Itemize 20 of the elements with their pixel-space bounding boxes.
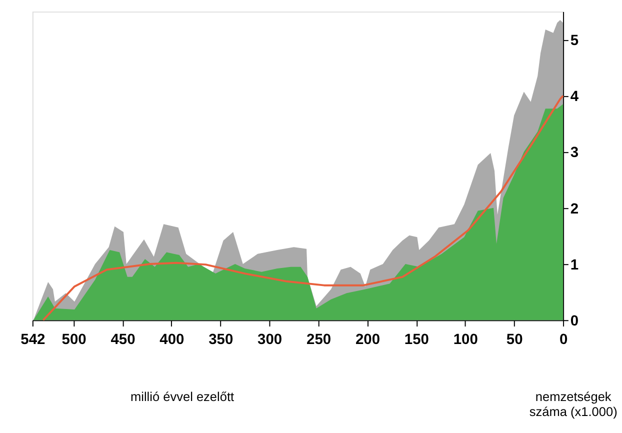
x-tick-label: 50 xyxy=(506,332,523,348)
x-tick-label: 200 xyxy=(355,332,380,348)
y-tick-label: 3 xyxy=(570,145,579,162)
x-tick-label: 300 xyxy=(258,332,282,348)
x-tick-label: 350 xyxy=(208,332,234,348)
x-tick-label: 250 xyxy=(306,332,332,348)
x-tick-label: 150 xyxy=(404,332,429,348)
y-tick-label: 4 xyxy=(570,89,580,106)
x-tick-label: 500 xyxy=(62,332,86,348)
x-tick-label: 450 xyxy=(110,332,136,348)
y-axis-title: nemzetségek száma (x1.000) xyxy=(529,389,618,419)
y-tick-label: 0 xyxy=(570,314,579,330)
x-tick-label: 0 xyxy=(559,332,568,348)
y-tick-label: 5 xyxy=(570,33,579,50)
x-tick-label: 400 xyxy=(160,332,184,348)
x-tick-label: 542 xyxy=(20,332,46,348)
x-tick-label: 100 xyxy=(453,332,478,348)
x-axis-title: millió évvel ezelőtt xyxy=(130,389,235,404)
y-tick-label: 1 xyxy=(570,257,579,274)
y-tick-label: 2 xyxy=(570,201,579,218)
